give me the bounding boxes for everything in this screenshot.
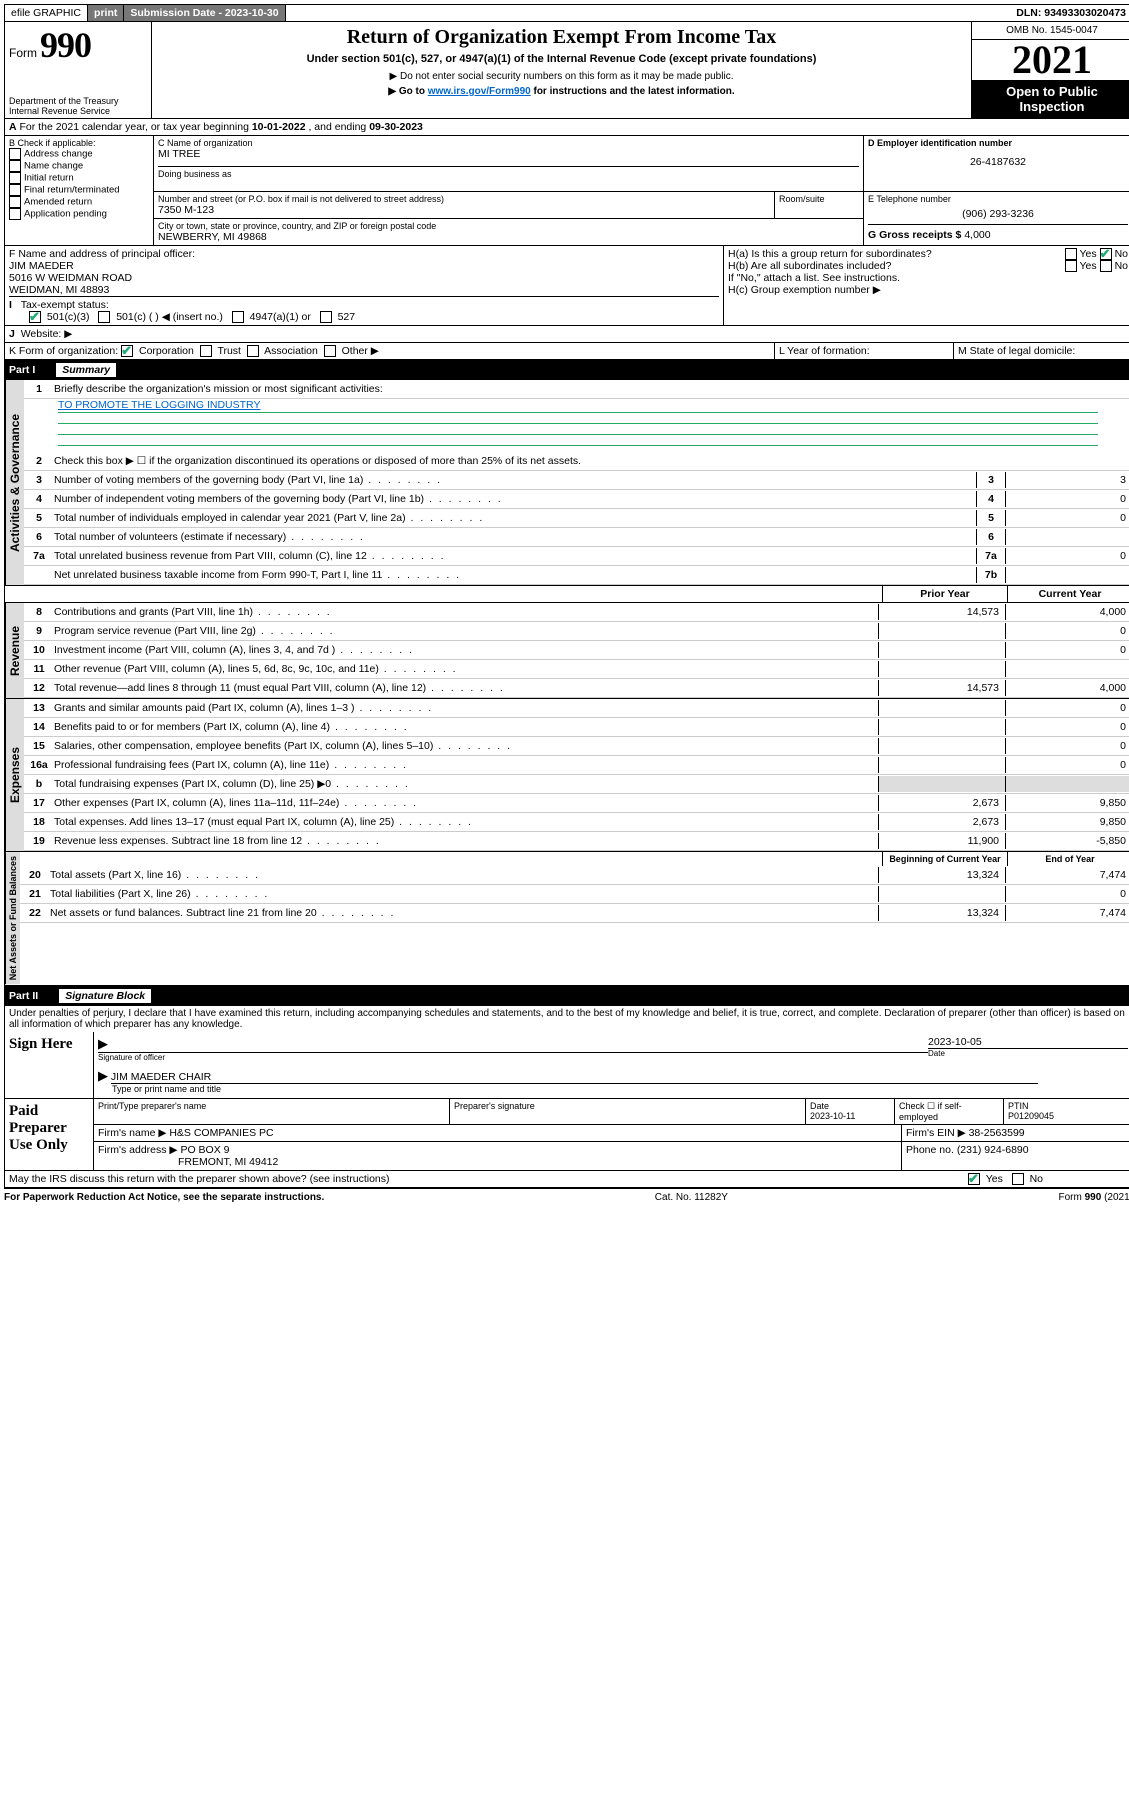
- phone: (906) 293-3236: [868, 208, 1128, 220]
- ptin: P01209045: [1008, 1111, 1054, 1121]
- group-return-no[interactable]: [1100, 248, 1112, 260]
- tab-net-assets: Net Assets or Fund Balances: [5, 852, 20, 984]
- org-name: MI TREE: [158, 148, 859, 160]
- goto-note: ▶ Go to www.irs.gov/Form990 for instruct…: [160, 86, 963, 97]
- street: 7350 M-123: [158, 204, 770, 216]
- part-1-header: Part I Summary: [4, 360, 1129, 380]
- part-2-header: Part II Signature Block: [4, 986, 1129, 1006]
- firm-ein: 38-2563599: [969, 1127, 1025, 1139]
- corp-checkbox[interactable]: [121, 345, 133, 357]
- submission-date: Submission Date - 2023-10-30: [124, 5, 285, 21]
- irs-link[interactable]: www.irs.gov/Form990: [428, 86, 531, 97]
- tab-revenue: Revenue: [5, 603, 24, 698]
- tax-year: 2021: [972, 40, 1129, 80]
- website-label: Website: ▶: [21, 328, 73, 340]
- top-bar: efile GRAPHIC print Submission Date - 20…: [4, 4, 1129, 22]
- sign-date: 2023-10-05: [928, 1036, 1128, 1048]
- dept-treasury: Department of the Treasury: [9, 96, 147, 106]
- firm-phone: (231) 924-6890: [957, 1144, 1029, 1156]
- print-button[interactable]: print: [88, 5, 124, 21]
- ssn-note: ▶ Do not enter social security numbers o…: [160, 71, 963, 82]
- discuss-yes[interactable]: [968, 1173, 980, 1185]
- page-footer: For Paperwork Reduction Act Notice, see …: [4, 1188, 1129, 1203]
- prep-date: 2023-10-11: [810, 1111, 855, 1121]
- form-number: 990: [40, 24, 91, 66]
- irs-label: Internal Revenue Service: [9, 106, 147, 116]
- officer-sig-name: JIM MAEDER CHAIR: [111, 1071, 211, 1083]
- col-prior: Prior Year: [882, 586, 1007, 602]
- 501c3-checkbox[interactable]: [29, 311, 41, 323]
- officer-name: JIM MAEDER: [9, 260, 719, 272]
- gross-receipts: 4,000: [964, 229, 990, 241]
- box-b: B Check if applicable: Address change Na…: [5, 136, 154, 245]
- firm-name: H&S COMPANIES PC: [169, 1127, 273, 1139]
- efile-label: efile GRAPHIC: [5, 5, 88, 21]
- form-header: Form 990 Department of the Treasury Inte…: [4, 22, 1129, 119]
- mission-text[interactable]: TO PROMOTE THE LOGGING INDUSTRY: [58, 399, 260, 411]
- sign-here-label: Sign Here: [5, 1032, 94, 1098]
- tab-expenses: Expenses: [5, 699, 24, 851]
- col-current: Current Year: [1007, 586, 1129, 602]
- may-discuss: May the IRS discuss this return with the…: [5, 1171, 964, 1187]
- dln: DLN: 93493303020473: [1010, 5, 1129, 21]
- open-public: Open to Public Inspection: [972, 80, 1129, 118]
- form-label: Form: [9, 46, 37, 60]
- perjury-declaration: Under penalties of perjury, I declare th…: [4, 1006, 1129, 1032]
- subtitle: Under section 501(c), 527, or 4947(a)(1)…: [160, 53, 963, 65]
- city-state: NEWBERRY, MI 49868: [158, 231, 859, 243]
- tab-governance: Activities & Governance: [5, 380, 24, 585]
- form-title: Return of Organization Exempt From Incom…: [160, 26, 963, 49]
- ein: 26-4187632: [868, 156, 1128, 168]
- period-text: For the 2021 calendar year, or tax year …: [20, 121, 423, 133]
- paid-preparer-label: Paid Preparer Use Only: [5, 1099, 94, 1170]
